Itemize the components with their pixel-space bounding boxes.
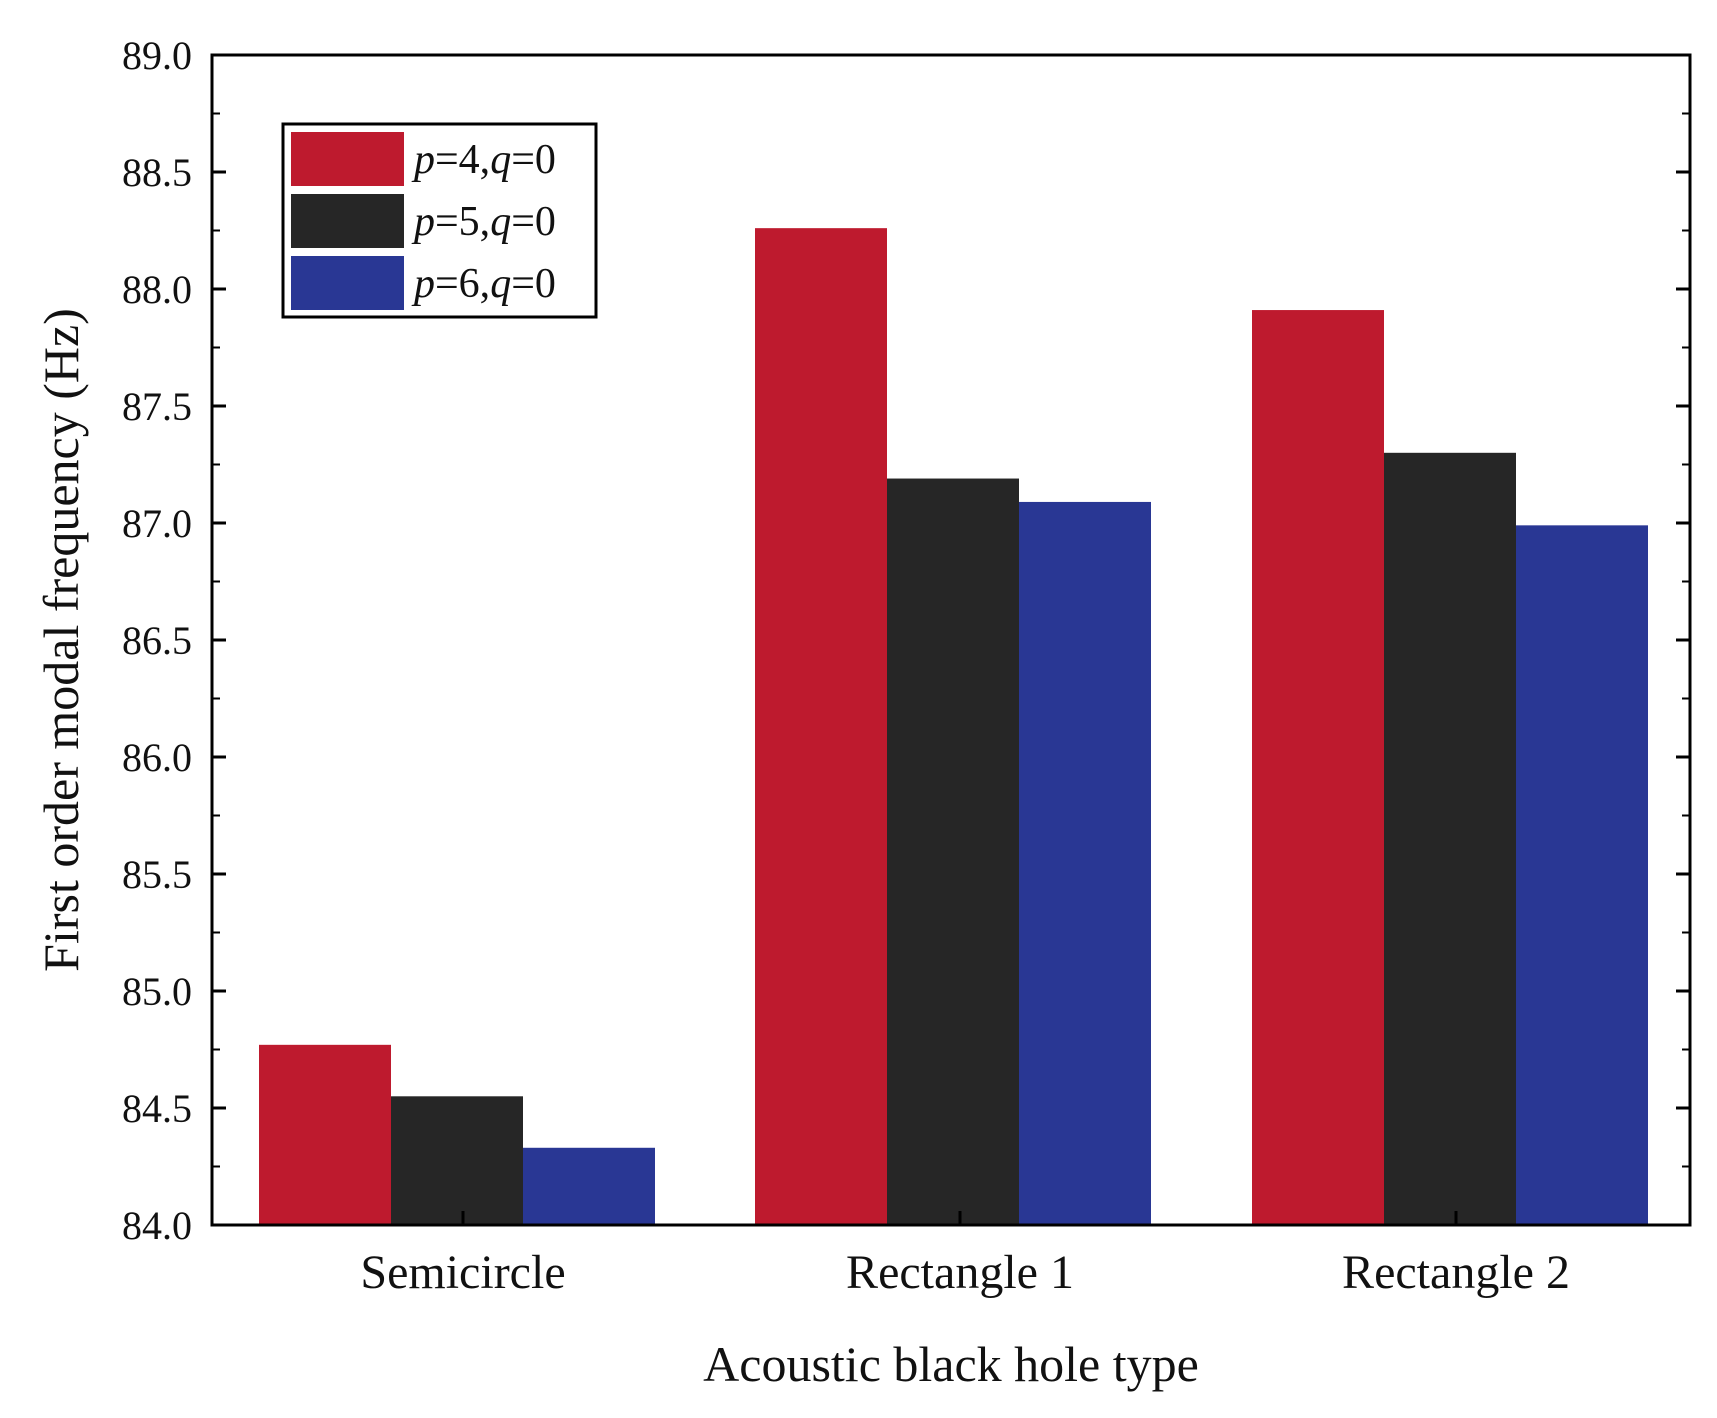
bar-semicircle-series-1	[259, 1044, 391, 1225]
legend-label-part: =0	[511, 199, 556, 245]
x-category-label: Rectangle 1	[846, 1246, 1074, 1299]
bar-rectangle-2-series-2	[1384, 452, 1516, 1225]
x-category-label: Semicircle	[360, 1246, 565, 1299]
y-tick-label: 89.0	[122, 33, 192, 78]
y-tick-label: 85.5	[122, 852, 192, 897]
legend-swatch-series-2	[291, 194, 404, 248]
legend-label-part: p	[411, 261, 435, 307]
x-axis-title: Acoustic black hole type	[703, 1336, 1199, 1392]
y-tick-label: 88.5	[122, 150, 192, 195]
y-tick-label: 85.0	[122, 969, 192, 1014]
y-tick-label: 87.5	[122, 384, 192, 429]
y-axis-title: First order modal frequency (Hz)	[33, 308, 89, 972]
legend-label-part: =0	[511, 137, 556, 183]
legend: p=4,q=0p=5,q=0p=6,q=0	[281, 122, 598, 319]
bar-rectangle-2-series-3	[1516, 525, 1648, 1225]
plot-frame	[210, 53, 1692, 1227]
x-category-label: Rectangle 2	[1342, 1246, 1570, 1299]
legend-label-part: =4,	[435, 137, 490, 183]
legend-label-part: =6,	[435, 261, 490, 307]
bar-semicircle-series-3	[523, 1147, 655, 1225]
legend-swatch-series-1	[291, 132, 404, 186]
y-tick-label: 84.0	[122, 1203, 192, 1248]
y-tick-label: 86.0	[122, 735, 192, 780]
bar-rectangle-1-series-3	[1019, 501, 1151, 1225]
axis-labels: 84.0 84.5 85.0 85.5 86.0 86.5 87.0 87.5 88.0 88.5…	[122, 33, 1570, 1299]
legend-label-series-3: p=6,q=0	[411, 261, 556, 307]
legend-label-part: p	[411, 137, 435, 183]
legend-swatch-series-3	[291, 256, 404, 310]
y-tick-label: 88.0	[122, 267, 192, 312]
legend-label-part: q	[490, 199, 511, 245]
bar-rectangle-1-series-2	[887, 478, 1019, 1225]
bar-rectangle-2-series-1	[1252, 310, 1384, 1225]
y-tick-label: 87.0	[122, 501, 192, 546]
legend-label-part: p	[411, 199, 435, 245]
bar-semicircle-series-2	[391, 1096, 523, 1225]
legend-label-part: =0	[511, 261, 556, 307]
legend-label-part: q	[490, 137, 511, 183]
bar-rectangle-1-series-1	[755, 228, 887, 1225]
legend-label-part: =5,	[435, 199, 490, 245]
legend-label-series-2: p=5,q=0	[411, 199, 556, 245]
legend-label-part: q	[490, 261, 511, 307]
legend-label-series-1: p=4,q=0	[411, 137, 556, 183]
y-tick-label: 84.5	[122, 1086, 192, 1131]
bars	[259, 228, 1648, 1225]
y-tick-label: 86.5	[122, 618, 192, 663]
